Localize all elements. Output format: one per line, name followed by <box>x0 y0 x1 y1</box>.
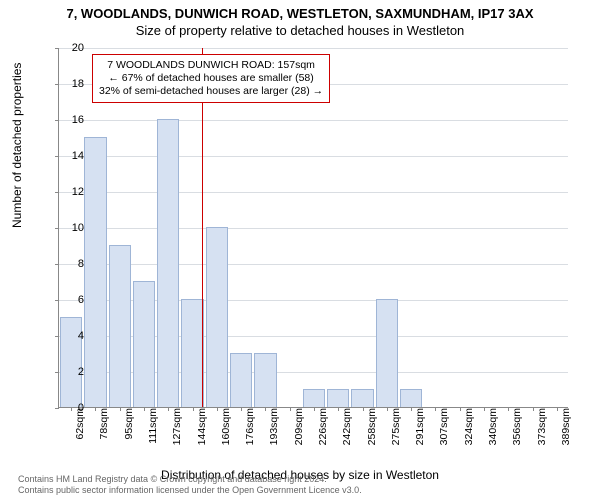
x-tickmark <box>144 407 145 411</box>
y-tickmark <box>55 372 59 373</box>
histogram-bar <box>351 389 373 407</box>
x-tick-label: 193sqm <box>268 408 280 454</box>
y-tickmark <box>55 48 59 49</box>
y-tick-label: 10 <box>60 222 84 234</box>
x-tick-label: 209sqm <box>293 408 305 454</box>
x-tick-label: 111sqm <box>147 408 159 454</box>
gridline <box>59 228 568 229</box>
y-tickmark <box>55 156 59 157</box>
x-tick-label: 62sqm <box>74 408 86 454</box>
histogram-bar <box>157 119 179 407</box>
histogram-bar <box>254 353 276 407</box>
y-tickmark <box>55 336 59 337</box>
gridline <box>59 48 568 49</box>
x-tick-label: 373sqm <box>536 408 548 454</box>
y-tickmark <box>55 408 59 409</box>
x-tickmark <box>435 407 436 411</box>
histogram-bar <box>230 353 252 407</box>
histogram-bar <box>400 389 422 407</box>
x-tick-label: 258sqm <box>366 408 378 454</box>
x-tickmark <box>314 407 315 411</box>
y-tickmark <box>55 192 59 193</box>
y-tick-label: 8 <box>60 258 84 270</box>
x-tick-label: 356sqm <box>511 408 523 454</box>
x-tick-label: 242sqm <box>341 408 353 454</box>
gridline <box>59 156 568 157</box>
x-tick-label: 144sqm <box>196 408 208 454</box>
x-tickmark <box>168 407 169 411</box>
x-tickmark <box>241 407 242 411</box>
x-tickmark <box>508 407 509 411</box>
x-tickmark <box>193 407 194 411</box>
x-tickmark <box>120 407 121 411</box>
annotation-line-3: 32% of semi-detached houses are larger (… <box>99 85 323 98</box>
histogram-bar <box>181 299 203 407</box>
x-tick-label: 176sqm <box>244 408 256 454</box>
x-tickmark <box>363 407 364 411</box>
y-axis-label: Number of detached properties <box>10 63 24 228</box>
page-subtitle: Size of property relative to detached ho… <box>0 21 600 38</box>
x-tickmark <box>338 407 339 411</box>
x-tickmark <box>265 407 266 411</box>
histogram-bar <box>133 281 155 407</box>
y-tick-label: 16 <box>60 114 84 126</box>
histogram-bar <box>206 227 228 407</box>
x-tickmark <box>557 407 558 411</box>
x-tick-label: 275sqm <box>390 408 402 454</box>
footer-line-1: Contains HM Land Registry data © Crown c… <box>18 474 362 485</box>
x-tick-label: 340sqm <box>487 408 499 454</box>
y-tick-label: 14 <box>60 150 84 162</box>
x-tickmark <box>484 407 485 411</box>
histogram-bar <box>376 299 398 407</box>
x-tick-label: 95sqm <box>123 408 135 454</box>
x-tickmark <box>411 407 412 411</box>
y-tickmark <box>55 84 59 85</box>
x-tick-label: 307sqm <box>438 408 450 454</box>
y-tick-label: 4 <box>60 330 84 342</box>
x-tickmark <box>217 407 218 411</box>
annotation-box: 7 WOODLANDS DUNWICH ROAD: 157sqm← 67% of… <box>92 54 330 103</box>
x-tick-label: 389sqm <box>560 408 572 454</box>
gridline <box>59 264 568 265</box>
y-tickmark <box>55 264 59 265</box>
x-tick-label: 291sqm <box>414 408 426 454</box>
gridline <box>59 120 568 121</box>
gridline <box>59 192 568 193</box>
x-tick-label: 160sqm <box>220 408 232 454</box>
histogram-bar <box>109 245 131 407</box>
x-tickmark <box>460 407 461 411</box>
y-tickmark <box>55 120 59 121</box>
x-tickmark <box>95 407 96 411</box>
y-tick-label: 12 <box>60 186 84 198</box>
y-tickmark <box>55 300 59 301</box>
y-tick-label: 20 <box>60 42 84 54</box>
footer-attribution: Contains HM Land Registry data © Crown c… <box>18 474 362 496</box>
x-tick-label: 78sqm <box>98 408 110 454</box>
page-title: 7, WOODLANDS, DUNWICH ROAD, WESTLETON, S… <box>0 0 600 21</box>
x-tick-label: 226sqm <box>317 408 329 454</box>
histogram-bar <box>303 389 325 407</box>
annotation-line-2: ← 67% of detached houses are smaller (58… <box>99 72 323 85</box>
y-tick-label: 6 <box>60 294 84 306</box>
x-tickmark <box>533 407 534 411</box>
y-tick-label: 18 <box>60 78 84 90</box>
histogram-bar <box>84 137 106 407</box>
x-tick-label: 127sqm <box>171 408 183 454</box>
y-tickmark <box>55 228 59 229</box>
x-tick-label: 324sqm <box>463 408 475 454</box>
annotation-line-1: 7 WOODLANDS DUNWICH ROAD: 157sqm <box>99 59 323 72</box>
histogram-bar <box>327 389 349 407</box>
x-tickmark <box>387 407 388 411</box>
x-tickmark <box>290 407 291 411</box>
footer-line-2: Contains public sector information licen… <box>18 485 362 496</box>
y-tick-label: 2 <box>60 366 84 378</box>
